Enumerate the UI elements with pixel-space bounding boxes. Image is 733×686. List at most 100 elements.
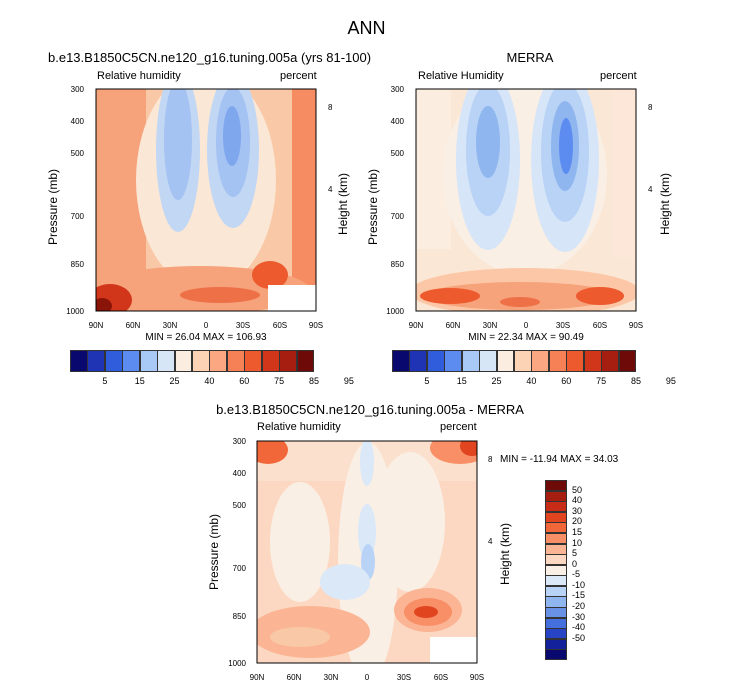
colorbar-label: 95 (665, 376, 676, 386)
colorbar-cell (192, 350, 210, 372)
colorbar-label: 40 (204, 376, 215, 386)
colorbar-cell (545, 522, 567, 534)
y-tick-label: 300 (391, 85, 405, 94)
colorbar-label: 5 (102, 376, 108, 386)
colorbar-label: 75 (274, 376, 285, 386)
colorbar-label: -20 (572, 601, 586, 612)
x-tick-label: 90N (250, 673, 265, 682)
x-tick-label: 90S (629, 321, 643, 330)
panel-1-x-ticks: 90N 60N 30N 0 30S 60S 90S (89, 321, 323, 330)
colorbar-label: 95 (343, 376, 354, 386)
colorbar-label: -30 (572, 611, 586, 622)
colorbar-cell (157, 350, 176, 372)
colorbar-cell (548, 350, 567, 372)
colorbar-label: 60 (239, 376, 250, 386)
panel-3-title: b.e13.B1850C5CN.ne120_g16.tuning.005a - … (216, 402, 524, 417)
panel-3-y2-axis-title: Height (km) (498, 522, 512, 585)
x-tick-label: 60N (287, 673, 302, 682)
colorbar-label: -5 (572, 569, 581, 580)
x-tick-label: 0 (204, 321, 209, 330)
x-tick-label: 30N (163, 321, 178, 330)
colorbar-cell (261, 350, 280, 372)
y-tick-label: 300 (233, 437, 247, 446)
panel-1-variable-label: Relative humidity (97, 70, 181, 82)
colorbar-cell (601, 350, 620, 372)
colorbar-cell (244, 350, 263, 372)
colorbar-cell (122, 350, 141, 372)
colorbar-cell (514, 350, 532, 372)
colorbar-cell (545, 649, 567, 661)
y-tick-label: 700 (233, 564, 247, 573)
colorbar-label: 85 (630, 376, 642, 386)
x-tick-label: 60N (126, 321, 141, 330)
x-tick-label: 90S (470, 673, 484, 682)
colorbar-cell (226, 350, 245, 372)
colorbar-cell (409, 350, 428, 372)
colorbar-cell (174, 350, 193, 372)
x-tick-label: 0 (365, 673, 370, 682)
colorbar-cell (87, 350, 106, 372)
colorbar-cell (444, 350, 463, 372)
colorbar-cell (545, 543, 567, 555)
colorbar-cell (545, 554, 567, 566)
colorbar-cell (139, 350, 158, 372)
colorbar-cell (104, 350, 123, 372)
colorbar-cell (545, 607, 567, 619)
panel-3-units-label: percent (440, 421, 477, 433)
y2-tick-label: 4 (328, 185, 333, 194)
colorbar-cell (392, 350, 410, 372)
colorbar-label: 15 (134, 376, 145, 386)
panel-2-x-ticks: 90N 60N 30N 0 30S 60S 90S (409, 321, 643, 330)
colorbar-label: 5 (572, 548, 578, 559)
colorbar-label: -15 (572, 590, 586, 601)
y-tick-label: 850 (233, 612, 247, 621)
colorbar-label: 25 (169, 376, 180, 386)
colorbar-cell (545, 532, 567, 545)
y2-tick-label: 4 (488, 537, 493, 546)
colorbar-cell (566, 350, 585, 372)
y-tick-label: 500 (71, 149, 85, 158)
colorbar-cell (461, 350, 480, 372)
colorbar-cell (531, 350, 550, 372)
x-tick-label: 30S (397, 673, 411, 682)
panel-2-plot: 90N 60N 30N 0 30S 60S 90S 300 400 500 70… (386, 85, 653, 330)
panel-2-title: MERRA (506, 50, 554, 65)
y-tick-label: 500 (391, 149, 405, 158)
colorbar-label: 20 (572, 516, 583, 527)
y-tick-label: 700 (71, 212, 85, 221)
panel-3-plot: 90N 60N 30N 0 30S 60S 90S 300 400 500 70… (228, 437, 493, 682)
colorbar-label: -40 (572, 622, 586, 633)
colorbar-cell (545, 575, 567, 587)
y-tick-label: 1000 (66, 307, 84, 316)
panel-2-min-max: MIN = 22.34 MAX = 90.49 (468, 332, 584, 343)
colorbar-cell (545, 480, 567, 492)
x-tick-label: 60S (273, 321, 287, 330)
panel-3-x-ticks: 90N 60N 30N 0 30S 60S 90S (250, 673, 484, 682)
colorbar-cell (545, 585, 567, 597)
y-tick-label: 300 (71, 85, 85, 94)
colorbar-cell (545, 617, 567, 629)
x-tick-label: 60S (593, 321, 607, 330)
colorbar-cell (296, 350, 315, 372)
x-tick-label: 90S (309, 321, 323, 330)
y2-tick-label: 8 (488, 455, 493, 464)
colorbar-label: 30 (572, 505, 583, 516)
panel-3-min-max: MIN = -11.94 MAX = 34.03 (500, 454, 619, 465)
colorbar-cell (545, 564, 567, 576)
colorbar-label: 60 (561, 376, 572, 386)
y-tick-label: 400 (391, 117, 405, 126)
colorbar-2-labels: 5 15 25 40 60 75 85 95 (392, 376, 676, 388)
colorbar-label: 10 (572, 537, 583, 548)
x-tick-label: 0 (524, 321, 529, 330)
colorbar-cell (279, 350, 298, 372)
y2-tick-label: 4 (648, 185, 653, 194)
y-tick-label: 850 (391, 260, 405, 269)
x-tick-label: 60N (446, 321, 461, 330)
colorbar-1 (70, 350, 315, 372)
y-tick-label: 400 (233, 469, 247, 478)
colorbar-cell (426, 350, 445, 372)
colorbar-label: 15 (456, 376, 467, 386)
panel-1-units-label: percent (280, 70, 317, 82)
colorbar-3-labels: 50 40 30 20 15 10 5 0 -5 -10 -15 -20 -30 -40 -50 (572, 480, 612, 660)
colorbar-cell (618, 350, 637, 372)
